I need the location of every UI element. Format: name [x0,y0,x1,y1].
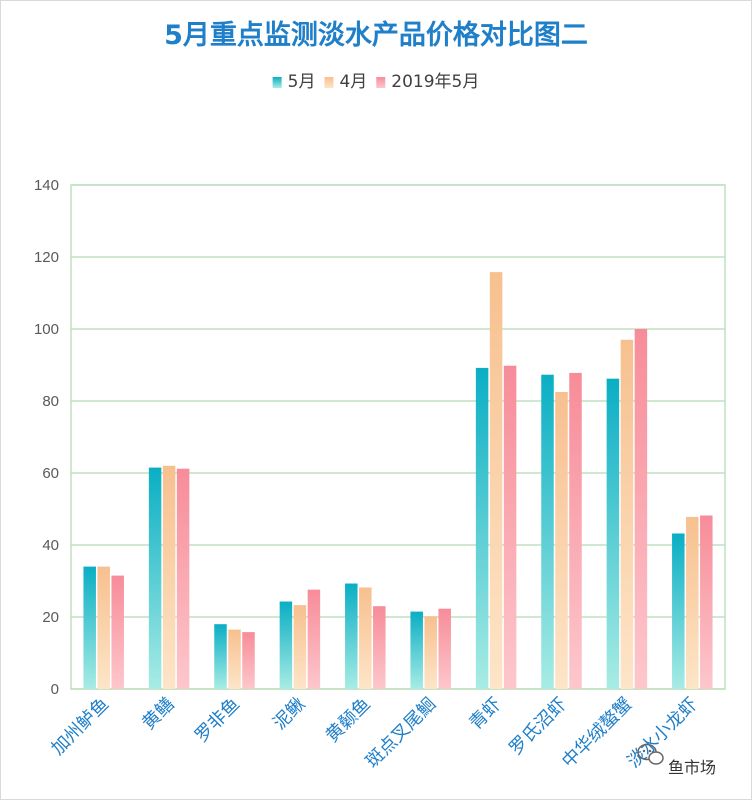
bar-3-10 [700,515,713,689]
bar-3-5 [373,606,386,689]
bar-3-2 [176,468,190,689]
y-tick-label: 120 [34,249,59,266]
legend-swatch [272,77,282,88]
x-category-label: 黄颡鱼 [322,694,375,747]
y-tick-label: 140 [34,177,59,194]
y-tick-label: 100 [34,321,59,338]
bar-2-5 [359,587,372,689]
y-tick-label: 80 [42,393,59,410]
bar-3-4 [307,589,321,689]
bar-1-1 [83,566,96,689]
bar-2-7 [489,272,503,689]
x-category-label: 中华绒螯蟹 [558,694,636,772]
x-category-label: 罗非鱼 [191,694,244,747]
bar-2-10 [686,516,699,689]
bar-3-9 [634,329,648,689]
bar-3-6 [438,608,451,689]
bar-1-5 [345,583,358,689]
bar-1-9 [606,378,620,689]
bar-2-6 [424,616,437,689]
bar-1-2 [148,467,162,689]
y-tick-label: 60 [42,465,59,482]
x-category-label: 青虾 [465,694,505,734]
legend-label: 5月 [288,72,316,92]
bar-2-2 [162,465,176,689]
x-category-label: 泥鳅 [269,694,309,734]
watermark-text: 鱼市场 [668,758,716,777]
bar-1-8 [541,374,554,689]
chart-title: 5月重点监测淡水产品价格对比图二 [164,20,588,51]
wechat-icon [637,743,664,765]
y-tick-label: 40 [42,537,59,554]
bar-2-9 [620,339,634,689]
x-category-label: 黄鳝 [138,694,178,734]
bar-2-3 [228,629,241,689]
bar-2-8 [555,392,568,689]
bar-1-7 [475,367,489,689]
bar-3-1 [111,575,124,689]
bar-1-10 [672,533,685,689]
plot-area: 0 20 40 60 80 100 120 140 加州鲈鱼 黄鳝 罗非鱼 泥鳅 黄颡鱼斑点叉尾鮰 青虾罗… [34,177,726,772]
bar-2-4 [293,605,307,689]
bar-1-3 [214,624,227,689]
bar-3-8 [569,372,582,689]
y-tick-label: 20 [42,609,59,626]
bar-1-6 [410,611,423,689]
legend-swatch [376,77,386,88]
bar-3-3 [242,632,255,689]
y-tick-label: 0 [51,681,59,698]
bar-1-4 [279,601,293,689]
legend-label: 2019年5月 [391,72,479,92]
bar-2-1 [97,566,110,689]
legend-swatch [324,77,334,88]
x-category-label: 加州鲈鱼 [47,694,113,760]
watermark: 鱼市场 [637,743,716,777]
legend-label: 4月 [339,72,367,92]
legend: 5月 4月 2019年5月 [272,72,479,92]
x-category-label: 罗氏沼虾 [505,694,571,760]
bar-3-7 [503,365,517,689]
x-category-label: 斑点叉尾鮰 [362,694,440,772]
